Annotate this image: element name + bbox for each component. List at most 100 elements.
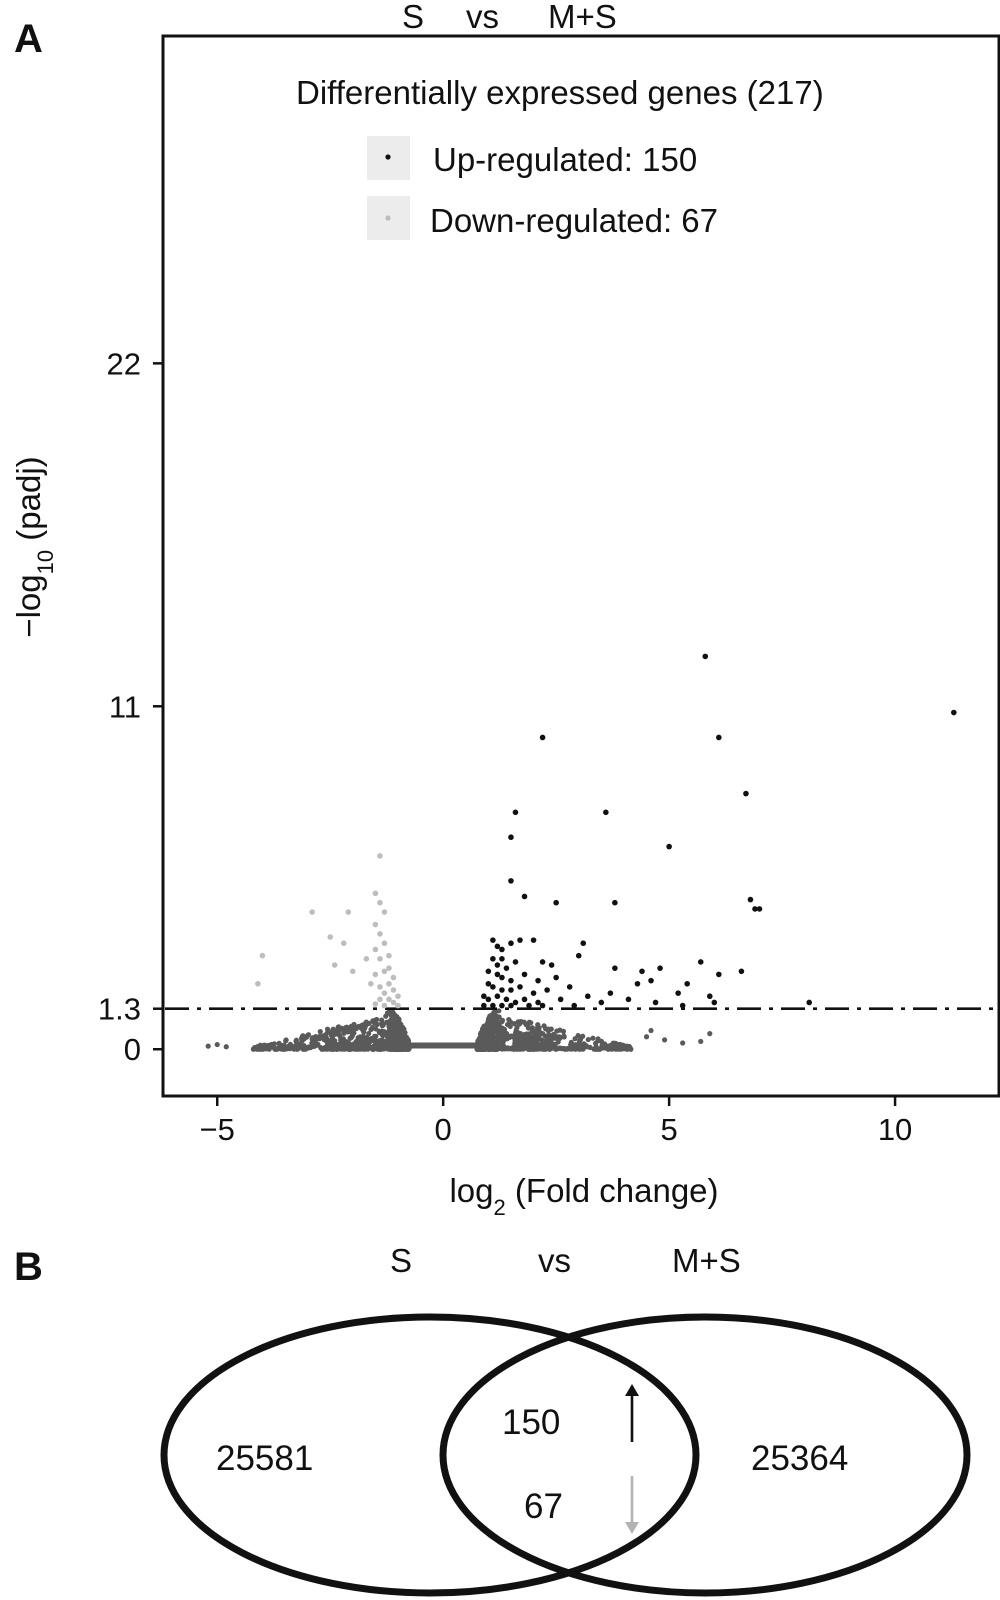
up-regulated-point <box>481 1002 487 1009</box>
ns-point <box>312 1038 318 1044</box>
up-regulated-point <box>508 878 514 884</box>
ns-point <box>364 1040 370 1046</box>
up-regulated-point <box>747 896 754 903</box>
ns-point <box>648 1027 654 1034</box>
ns-point <box>252 1044 258 1051</box>
up-regulated-point <box>752 906 758 912</box>
ns-point <box>275 1046 281 1052</box>
ns-point <box>380 1022 386 1028</box>
ns-point <box>262 1044 268 1050</box>
ns-point <box>496 1031 503 1037</box>
legend-up-marker <box>385 154 391 160</box>
down-regulated-point <box>390 974 397 981</box>
ns-point <box>306 1044 312 1050</box>
ns-point <box>304 1034 310 1040</box>
ns-point <box>366 1020 372 1027</box>
ns-point <box>336 1024 342 1030</box>
up-regulated-point <box>639 968 645 975</box>
up-regulated-series <box>481 653 957 1009</box>
ns-point <box>549 1035 556 1041</box>
up-regulated-point <box>539 1002 546 1009</box>
ns-point <box>613 1046 619 1052</box>
ns-point <box>384 1010 391 1016</box>
ns-point <box>539 1041 545 1047</box>
ns-point <box>582 1042 589 1048</box>
up-regulated-point <box>666 843 672 850</box>
ns-point <box>557 1035 563 1041</box>
ns-point <box>524 1031 530 1037</box>
ns-point <box>400 1030 407 1037</box>
ns-point <box>534 1031 541 1037</box>
up-regulated-point <box>508 1002 514 1009</box>
up-regulated-point <box>485 980 492 987</box>
down-regulated-point <box>377 853 383 859</box>
ns-point <box>390 1017 397 1023</box>
ns-point <box>662 1037 668 1043</box>
ns-point <box>615 1041 621 1048</box>
y-axis-label-rest: (padj) <box>10 456 47 550</box>
venn-up-count: 150 <box>502 1403 560 1442</box>
ns-point <box>483 1034 489 1040</box>
ns-point <box>539 1046 545 1052</box>
up-regulated-point <box>743 790 749 797</box>
ns-point <box>557 1045 563 1051</box>
x-tick-label: 10 <box>878 1112 912 1147</box>
ns-point <box>337 1033 343 1039</box>
ns-point <box>576 1046 583 1052</box>
ns-point <box>330 1046 336 1052</box>
ns-point <box>528 1020 534 1026</box>
down-regulated-point <box>372 946 379 953</box>
ns-point <box>349 1029 355 1035</box>
ns-point <box>351 1042 357 1048</box>
up-regulated-point <box>530 937 537 943</box>
up-regulated-point <box>494 993 501 1000</box>
up-regulated-point <box>485 996 492 1003</box>
up-regulated-point <box>571 1002 578 1009</box>
ns-point <box>535 1043 541 1050</box>
up-regulated-point <box>494 943 501 950</box>
legend-up-label: Up-regulated: 150 <box>433 141 697 178</box>
x-axis-label-rest: (Fold change) <box>506 1172 719 1209</box>
down-regulated-point <box>377 956 383 962</box>
non-significant-series <box>205 1008 713 1052</box>
ns-point <box>507 1023 513 1029</box>
x-axis-label: log2 (Fold change) <box>449 1172 718 1220</box>
venn-down-count: 67 <box>524 1487 563 1526</box>
up-regulated-point <box>566 984 573 990</box>
ns-point <box>293 1037 300 1043</box>
up-regulated-point <box>711 999 718 1006</box>
up-regulated-point <box>657 965 663 971</box>
ns-point <box>543 1037 550 1043</box>
venn-left-count: 25581 <box>216 1439 313 1478</box>
down-regulated-point <box>363 956 370 962</box>
up-regulated-point <box>697 959 704 965</box>
ns-point <box>379 1031 385 1037</box>
up-regulated-point <box>512 999 519 1006</box>
up-regulated-point <box>598 999 605 1006</box>
ns-point <box>481 1023 487 1029</box>
ns-point <box>600 1042 606 1048</box>
down-regulated-point <box>327 934 334 940</box>
up-regulated-point <box>535 999 541 1006</box>
up-regulated-point <box>490 956 496 962</box>
up-regulated-point <box>499 987 505 993</box>
venn-label-s: S <box>390 1242 412 1279</box>
panel-a-label: A <box>14 17 43 61</box>
ns-point <box>283 1038 289 1044</box>
ns-point <box>396 1046 402 1052</box>
down-regulated-point <box>340 940 347 947</box>
ns-point <box>597 1046 603 1052</box>
ns-point <box>506 1046 512 1052</box>
ns-point <box>593 1040 599 1046</box>
ns-point <box>374 1040 380 1046</box>
up-regulated-point <box>508 987 514 993</box>
ns-point <box>591 1046 597 1052</box>
up-regulated-point <box>539 959 546 965</box>
ns-point <box>518 1035 524 1041</box>
down-regulated-point <box>381 990 388 996</box>
ns-point <box>348 1035 354 1041</box>
up-regulated-point <box>521 971 528 978</box>
ns-point <box>399 1039 405 1046</box>
ns-point <box>484 1029 491 1035</box>
